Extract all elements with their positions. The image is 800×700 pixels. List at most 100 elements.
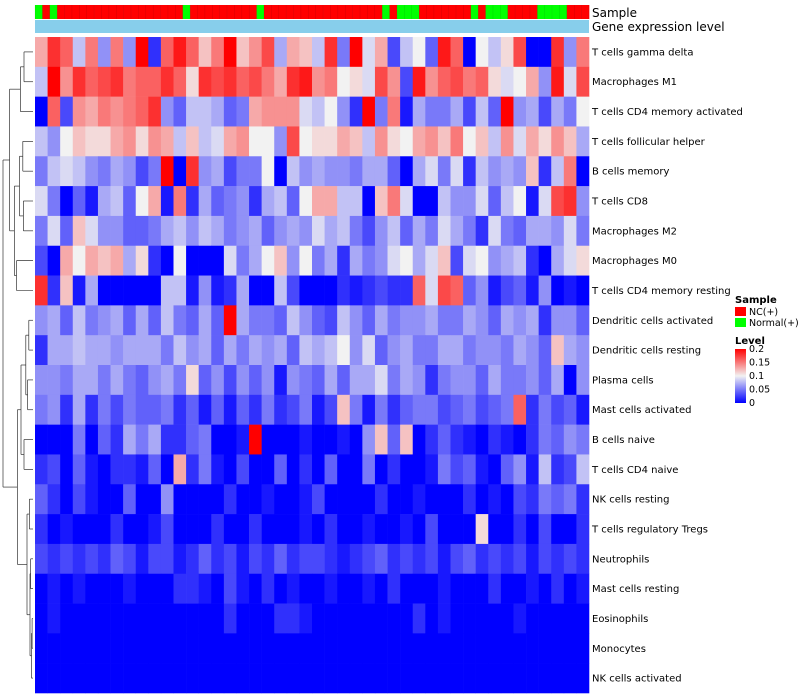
heatmap-cell — [576, 245, 590, 276]
heatmap-cell — [513, 394, 527, 425]
heatmap-cell — [274, 245, 288, 276]
sample-annotation-cell — [315, 5, 324, 19]
heatmap-cell — [362, 37, 376, 68]
heatmap-cell — [72, 96, 86, 127]
heatmap-cell — [312, 424, 325, 455]
heatmap-cell — [35, 394, 48, 425]
sample-annotation-cell — [552, 5, 560, 19]
row-label: Dendritic cells resting — [592, 346, 701, 357]
heatmap-cell — [337, 365, 351, 396]
heatmap-cell — [387, 126, 401, 157]
heatmap-cell — [576, 543, 590, 575]
heatmap-cell — [173, 394, 187, 425]
heatmap-cell — [488, 215, 502, 247]
sample-annotation-cell — [35, 5, 43, 19]
heatmap-cell — [387, 603, 401, 634]
heatmap-cell — [160, 424, 174, 455]
heatmap-cell — [362, 156, 376, 187]
heatmap-cell — [425, 603, 439, 634]
heatmap-cell — [97, 514, 111, 545]
heatmap-cell — [349, 543, 363, 575]
sample-annotation-cell — [71, 5, 80, 19]
heatmap-cell — [425, 394, 439, 425]
heatmap-cell — [500, 633, 514, 664]
heatmap-cell — [261, 156, 275, 187]
heatmap-cell — [236, 424, 250, 455]
row-label: Macrophages M2 — [592, 226, 677, 237]
heatmap-cell — [261, 305, 275, 336]
heatmap-cell — [160, 394, 174, 425]
heatmap-cell — [349, 573, 363, 604]
heatmap-cell — [312, 573, 325, 604]
sample-annotation-cell — [492, 5, 501, 19]
heatmap-cell — [135, 424, 149, 455]
heatmap-cell — [551, 394, 565, 425]
heatmap-cell — [236, 573, 250, 604]
heatmap-cell — [198, 186, 212, 217]
heatmap-cell — [312, 126, 325, 157]
heatmap-cell — [72, 305, 86, 336]
heatmap-cell — [97, 156, 111, 187]
heatmap-cell — [450, 365, 464, 396]
heatmap-cell — [97, 335, 111, 366]
sample-annotation-cell — [278, 5, 287, 19]
heatmap-cell — [312, 394, 325, 425]
sample-annotation-cell — [581, 5, 590, 19]
heatmap-cell — [72, 186, 86, 217]
heatmap-cell — [538, 454, 552, 485]
heatmap-cell — [123, 484, 137, 515]
heatmap-cell — [500, 37, 514, 68]
heatmap-cell — [450, 66, 464, 97]
heatmap-cell — [299, 543, 313, 575]
heatmap-cell — [160, 66, 174, 97]
heatmap-cell — [135, 156, 149, 187]
heatmap-cell — [437, 454, 451, 485]
heatmap-cell — [412, 633, 426, 664]
sample-annotation-cell — [352, 5, 361, 19]
heatmap-cell — [551, 66, 565, 97]
heatmap-cell — [387, 245, 401, 276]
heatmap-cell — [374, 543, 388, 575]
heatmap-cell — [400, 484, 414, 515]
heatmap-cell — [374, 245, 388, 276]
heatmap-cell — [551, 186, 565, 217]
heatmap-cell — [349, 37, 363, 68]
heatmap-cell — [513, 573, 527, 604]
heatmap-cell — [488, 424, 502, 455]
heatmap-cell — [274, 454, 288, 485]
heatmap-cell — [160, 37, 174, 68]
sample-annotation-cell — [300, 5, 309, 19]
heatmap-cell — [400, 633, 414, 664]
heatmap-cell — [563, 96, 577, 127]
heatmap-cell — [60, 66, 74, 97]
heatmap-cell — [463, 573, 476, 604]
heatmap-cell — [173, 96, 187, 127]
heatmap-cell — [349, 514, 363, 545]
heatmap-cell — [576, 573, 590, 604]
heatmap-cell — [261, 37, 275, 68]
heatmap-cell — [513, 633, 527, 664]
heatmap-cell — [274, 335, 288, 366]
heatmap-cell — [362, 514, 376, 545]
heatmap-cell — [324, 156, 338, 187]
heatmap-cell — [324, 603, 338, 634]
heatmap-cell — [35, 335, 48, 366]
heatmap-cell — [412, 215, 426, 247]
heatmap-cell — [563, 484, 577, 515]
heatmap-cell — [47, 37, 61, 68]
heatmap-cell — [173, 186, 187, 217]
heatmap-cell — [513, 186, 527, 217]
sample-annotation-cell — [500, 5, 509, 19]
heatmap-cell — [437, 573, 451, 604]
heatmap-cell — [236, 186, 250, 217]
heatmap-cell — [72, 245, 86, 276]
heatmap-cell — [236, 245, 250, 276]
heatmap-cell — [60, 186, 74, 217]
heatmap-cell — [387, 663, 401, 694]
heatmap-cell — [513, 37, 527, 68]
heatmap-cell — [387, 37, 401, 68]
heatmap-cell — [425, 365, 439, 396]
heatmap-cell — [488, 156, 502, 187]
heatmap-cell — [85, 484, 99, 515]
heatmap-cell — [576, 37, 590, 68]
